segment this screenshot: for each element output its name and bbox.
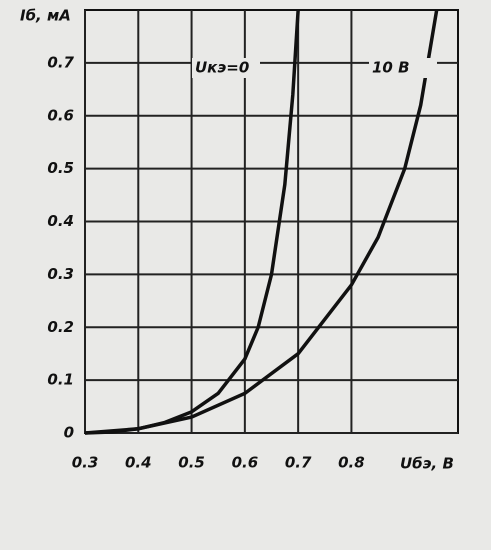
y-tick-label: 0.3	[47, 265, 74, 283]
y-tick-label: 0	[64, 424, 74, 442]
x-tick-label: 0.3	[72, 454, 99, 472]
x-axis-label: Uбэ, В	[400, 455, 454, 473]
y-tick-label: 0.1	[47, 371, 74, 389]
x-tick-label: 0.4	[125, 454, 152, 472]
y-tick-label: 0.2	[47, 318, 74, 336]
y-tick-label: 0.4	[47, 212, 74, 230]
label-backdrop	[369, 58, 437, 78]
y-tick-label: 0.6	[47, 106, 74, 124]
series-label: Uкэ=0	[195, 59, 249, 77]
x-tick-label: 0.5	[178, 454, 205, 472]
x-tick-label: 0.7	[285, 454, 312, 472]
y-axis-label: Iб, мА	[20, 7, 71, 25]
label-backdrop	[192, 58, 260, 78]
series-label: 10 В	[372, 59, 410, 77]
curve	[84, 9, 439, 435]
x-tick-label: 0.8	[338, 454, 365, 472]
x-tick-label: 0.6	[232, 454, 259, 472]
y-tick-label: 0.5	[47, 159, 74, 177]
y-tick-label: 0.7	[47, 53, 74, 71]
